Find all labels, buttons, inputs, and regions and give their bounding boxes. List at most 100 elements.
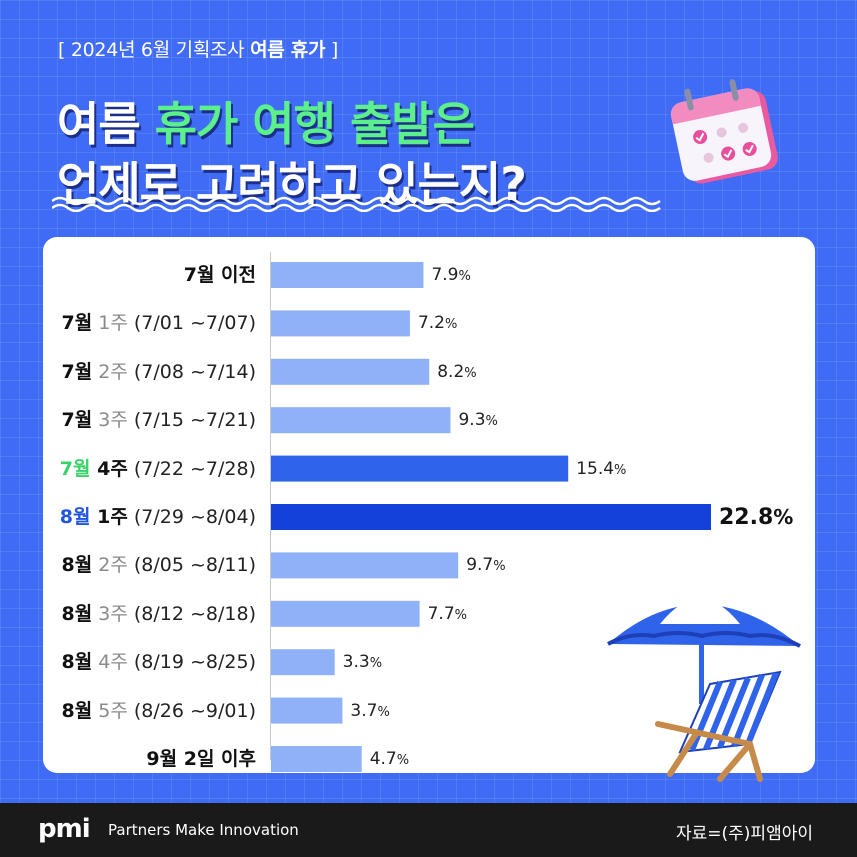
bar-4: [271, 407, 451, 434]
category-date-range: (8/12 ~8/18): [127, 602, 256, 625]
category-week: 1주: [92, 312, 128, 335]
category-month: 7월: [61, 409, 93, 432]
value-unit: %: [485, 414, 498, 430]
title-green-part: 휴가 여행 출발은: [154, 97, 475, 151]
bar-5: [271, 455, 569, 482]
bar-3: [271, 358, 430, 385]
category-month: 7월: [61, 312, 93, 335]
data-source: 자료=(주)피앰아이: [676, 824, 813, 844]
value-label-1: 7.9%: [431, 262, 470, 288]
bar-10: [271, 697, 343, 724]
value-unit: %: [454, 607, 467, 623]
category-month: 8월: [61, 554, 93, 577]
category-label-6: 8월 1주 (7/29 ~8/04): [60, 504, 256, 530]
category-label-7: 8월 2주 (8/05 ~8/11): [62, 552, 256, 578]
bar-8: [271, 600, 420, 627]
survey-tag: [ 2024년 6월 기획조사 여름 휴가 ]: [58, 35, 338, 62]
category-week: 3주: [92, 602, 128, 625]
category-month: 7월: [61, 360, 93, 383]
value-number: 9.7: [466, 555, 494, 576]
category-label-11: 9월 2일 이후: [146, 746, 256, 772]
category-label-5: 7월 4주 (7/22 ~7/28): [60, 456, 256, 482]
footer-bar: [0, 803, 857, 857]
category-label-2: 7월 1주 (7/01 ~7/07): [62, 310, 256, 336]
value-number: 7.2: [417, 313, 445, 334]
value-number: 3.3: [342, 652, 370, 673]
category-label-8: 8월 3주 (8/12 ~8/18): [62, 601, 256, 627]
value-number: 7.7: [427, 603, 455, 624]
value-label-4: 9.3%: [458, 407, 497, 433]
value-label-2: 7.2%: [418, 310, 457, 336]
value-label-7: 9.7%: [466, 552, 505, 578]
value-number: 22.8: [719, 505, 774, 530]
value-label-5: 15.4%: [576, 456, 626, 482]
beach-umbrella-icon: [607, 599, 801, 782]
value-unit: %: [444, 317, 458, 333]
category-date-range: (7/01 ~7/07): [127, 312, 256, 335]
bar-1: [271, 262, 424, 288]
value-label-6: 22.8%: [719, 504, 793, 530]
category-date-range: (8/26 ~9/01): [127, 699, 256, 722]
value-unit: %: [773, 505, 794, 529]
category-label-3: 7월 2주 (7/08 ~7/14): [62, 359, 256, 385]
value-number: 4.7: [369, 749, 397, 769]
value-unit: %: [464, 365, 477, 381]
value-number: 9.3: [458, 410, 486, 431]
category-label-9: 8월 4주 (8/19 ~8/25): [62, 649, 256, 675]
bar-7: [271, 552, 459, 579]
value-label-11: 4.7%: [370, 746, 409, 772]
value-label-9: 3.3%: [343, 649, 382, 675]
bar-11: [271, 746, 362, 772]
category-label-1: 7월 이전: [184, 262, 256, 288]
value-number: 15.4: [576, 458, 615, 479]
category-week: 5주: [92, 699, 128, 722]
survey-tag-prefix: [ 2024년 6월 기획조사: [58, 39, 251, 61]
category-month: 7월: [59, 457, 91, 480]
category-date-range: (7/08 ~7/14): [127, 360, 256, 383]
category-date-range: (7/29 ~8/04): [127, 506, 256, 528]
value-unit: %: [458, 269, 471, 284]
value-unit: %: [614, 462, 627, 478]
survey-tag-topic: 여름 휴가: [250, 39, 326, 61]
category-date-range: (7/15 ~7/21): [127, 409, 256, 432]
bar-6: [271, 504, 711, 530]
category-month: 8월: [59, 506, 91, 528]
value-unit: %: [396, 753, 410, 768]
value-number: 7.9: [431, 265, 459, 285]
value-number: 8.2: [437, 361, 465, 382]
beach-chair-icon: [655, 670, 782, 782]
chart-axis-line: [270, 252, 271, 760]
value-label-8: 7.7%: [428, 601, 467, 627]
category-week: 4주: [92, 651, 128, 674]
category-week: 4주: [90, 457, 128, 480]
category-label-4: 7월 3주 (7/15 ~7/21): [62, 407, 256, 433]
category-label-10: 8월 5주 (8/26 ~9/01): [62, 698, 256, 724]
company-tagline: Partners Make Innovation: [108, 821, 299, 839]
pmi-logo: pmi: [38, 814, 91, 844]
category-month: 8월: [61, 651, 93, 674]
survey-tag-suffix: ]: [325, 39, 338, 61]
value-unit: %: [493, 559, 506, 575]
value-number: 3.7: [350, 700, 378, 721]
wave-decoration: [52, 196, 661, 212]
title-white-part: 여름: [57, 97, 155, 151]
category-month: 8월: [61, 602, 93, 625]
category-month: 8월: [61, 699, 93, 722]
category-date-range: (8/19 ~8/25): [127, 651, 256, 674]
page-title-line1: 여름 휴가 여행 출발은: [57, 88, 475, 154]
category-month: 9월 2일 이후: [146, 748, 256, 770]
category-date-range: (7/22 ~7/28): [127, 457, 256, 480]
calendar-icon: [670, 79, 778, 184]
category-date-range: (8/05 ~8/11): [127, 554, 256, 577]
category-week: 3주: [92, 409, 128, 432]
bar-9: [271, 649, 335, 676]
category-month: 7월 이전: [183, 264, 256, 286]
value-label-10: 3.7%: [350, 698, 389, 724]
category-week: 2주: [92, 554, 128, 577]
value-unit: %: [369, 656, 383, 672]
category-week: 2주: [92, 360, 128, 383]
value-label-3: 8.2%: [437, 359, 476, 385]
category-week: 1주: [90, 506, 128, 528]
